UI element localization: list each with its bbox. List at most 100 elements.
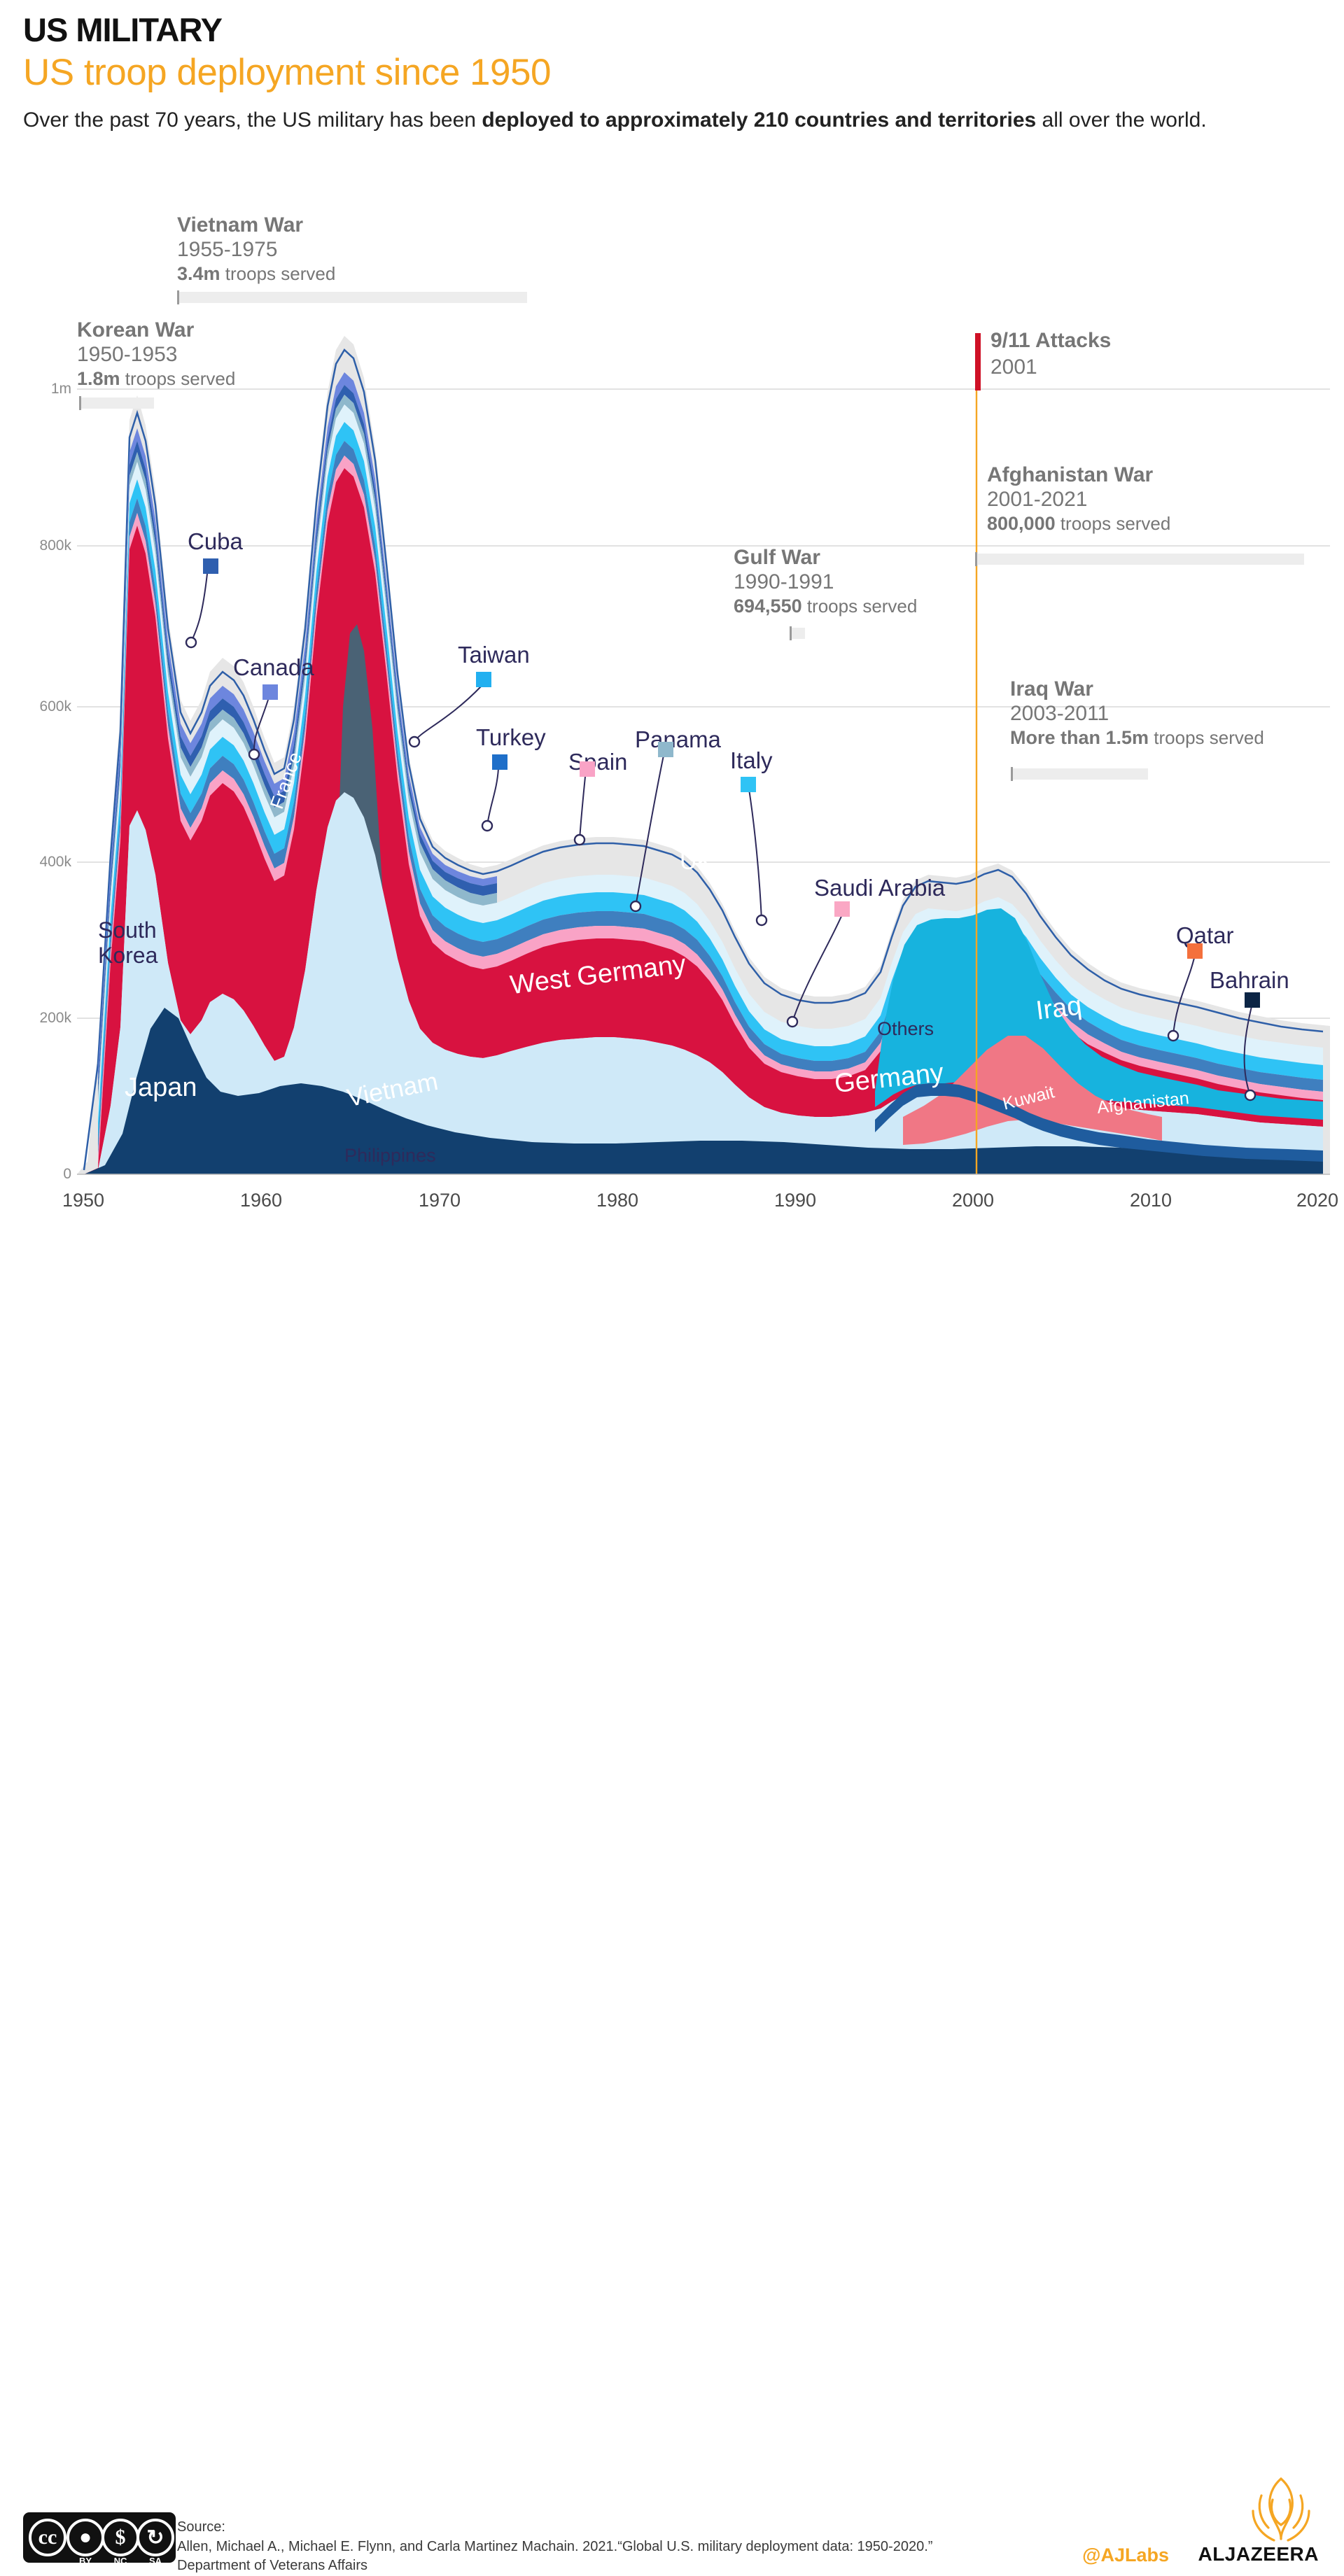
standfirst-post: all over the world. [1036, 108, 1207, 132]
war-troops: 3.4m troops served [177, 262, 336, 284]
callout-label-turkey: Turkey [476, 724, 546, 750]
x-tick-2000: 2000 [952, 1190, 995, 1211]
war-annotation-gulf: Gulf War 1990-1991 694,550 troops served [734, 546, 917, 618]
header: US MILITARY US troop deployment since 19… [23, 13, 1297, 134]
war-name: Afghanistan War [987, 463, 1154, 486]
callout-label-spain: Spain [568, 749, 628, 775]
war-years: 1955-1975 [177, 237, 278, 261]
war-bar-tick [177, 290, 179, 304]
standfirst-bold: deployed to approximately 210 countries … [482, 108, 1037, 132]
war-annotation-afghanistan: Afghanistan War 2001-2021 800,000 troops… [987, 463, 1170, 535]
callout-swatch-saudi-arabia [834, 901, 850, 917]
callout-swatch-spain [580, 761, 595, 777]
event-year: 2001 [990, 356, 1037, 379]
war-annotation-iraq: Iraq War 2003-2011 More than 1.5m troops… [1010, 677, 1264, 749]
war-troops: 1.8m troops served [77, 367, 236, 389]
y-tick-400k: 400k [39, 854, 71, 870]
source-block: Source: Allen, Michael A., Michael E. Fl… [177, 2518, 932, 2576]
war-years: 2001-2021 [987, 487, 1088, 511]
callout-label-cuba: Cuba [188, 528, 243, 554]
y-tick-200k: 200k [39, 1010, 71, 1026]
callout-label-panama: Panama [635, 726, 721, 752]
callout-swatch-italy [741, 777, 756, 792]
x-tick-2010: 2010 [1130, 1190, 1172, 1211]
inline-label-others: Others [877, 1018, 934, 1039]
sa-glyph: ↻ [146, 2526, 164, 2549]
x-tick-1990: 1990 [774, 1190, 817, 1211]
war-bar-gulf [790, 626, 805, 640]
callout-swatch-panama [658, 742, 673, 757]
war-bar-tick [79, 396, 81, 410]
x-tick-2020: 2020 [1296, 1190, 1339, 1211]
callout-swatch-qatar [1187, 943, 1203, 959]
x-tick-1950: 1950 [62, 1190, 105, 1211]
leader-dots [185, 636, 1256, 1102]
war-bar-korea [79, 396, 154, 410]
total-outline [83, 349, 1324, 1171]
callout-label-taiwan: Taiwan [458, 642, 530, 668]
war-annotation-korea: Korean War 1950-1953 1.8m troops served [77, 318, 235, 390]
al-jazeera-wordmark: ALJAZEERA [1198, 2543, 1319, 2565]
creative-commons-badge: cc ● BY $ NC ↻ SA [23, 2512, 176, 2566]
war-annotation-vietnam: Vietnam War 1955-1975 3.4m troops served [177, 213, 335, 286]
x-tick-1980: 1980 [596, 1190, 639, 1211]
area-south-korea [84, 792, 1323, 1174]
war-bar-tick [1011, 767, 1013, 781]
cc-glyph: cc [38, 2526, 57, 2549]
area-stack [77, 336, 1330, 1174]
by-glyph: ● [78, 2526, 92, 2549]
al-jazeera-logo-icon [1252, 2477, 1310, 2542]
war-bar-vietnam [177, 290, 527, 304]
area-japan [84, 1008, 1323, 1174]
war-troops: 800,000 troops served [987, 512, 1171, 534]
stacked-area-chart [77, 336, 1330, 1175]
y-tick-600k: 600k [39, 698, 71, 715]
y-tick-0: 0 [63, 1166, 71, 1182]
callout-swatch-turkey [492, 754, 507, 770]
event-marker [975, 333, 981, 390]
war-name: Gulf War [734, 546, 820, 569]
war-troops: More than 1.5m troops served [1010, 726, 1264, 748]
chart-area [77, 336, 1330, 1175]
inline-label-philippines: Philippines [344, 1145, 436, 1166]
war-troops: 694,550 troops served [734, 595, 918, 617]
callout-swatch-cuba [203, 558, 218, 574]
area-kuwait [875, 1083, 1323, 1162]
event-name: 9/11 Attacks [990, 329, 1112, 352]
war-years: 1990-1991 [734, 570, 834, 593]
sa-label: SA [148, 2556, 162, 2566]
x-tick-1960: 1960 [240, 1190, 283, 1211]
x-tick-1970: 1970 [419, 1190, 461, 1211]
y-tick-800k: 800k [39, 537, 71, 554]
war-name: Vietnam War [177, 213, 304, 237]
war-years: 1950-1953 [77, 342, 178, 366]
footer: cc ● BY $ NC ↻ SA Source: Allen, Michael… [0, 1232, 1344, 2573]
kicker: US MILITARY [23, 11, 223, 48]
page-title: US troop deployment since 1950 [23, 52, 551, 94]
callout-swatch-canada [262, 684, 278, 700]
callout-swatch-bahrain [1245, 992, 1260, 1008]
war-bar-afghanistan [975, 552, 1304, 566]
y-tick-1m: 1m [50, 381, 71, 397]
war-bar-iraq [1011, 767, 1148, 781]
aj-labs-handle[interactable]: @AJLabs [1082, 2545, 1169, 2566]
by-label: BY [78, 2556, 92, 2566]
inline-label-japan: Japan [125, 1073, 197, 1102]
callout-label-canada: Canada [233, 654, 314, 680]
standfirst: Over the past 70 years, the US military … [23, 106, 1276, 134]
nc-glyph: $ [115, 2526, 126, 2549]
war-name: Korean War [77, 318, 195, 342]
inline-label-uk: UK [680, 848, 713, 875]
area-afghanistan [903, 1036, 1162, 1145]
callout-label-bahrain: Bahrain [1210, 967, 1289, 993]
callout-label-qatar: Qatar [1176, 922, 1234, 948]
infographic-page: US MILITARY US troop deployment since 19… [0, 13, 1344, 2573]
source-label: Source: [177, 2519, 225, 2535]
inline-label-south-korea: South Korea [98, 917, 158, 968]
callout-swatch-taiwan [476, 672, 491, 687]
war-name: Iraq War [1010, 677, 1093, 701]
source-line-2: Department of Veterans Affairs [177, 2558, 368, 2574]
war-years: 2003-2011 [1010, 701, 1110, 725]
inline-label-iraq: Iraq [1034, 991, 1084, 1026]
standfirst-pre: Over the past 70 years, the US military … [23, 108, 482, 132]
